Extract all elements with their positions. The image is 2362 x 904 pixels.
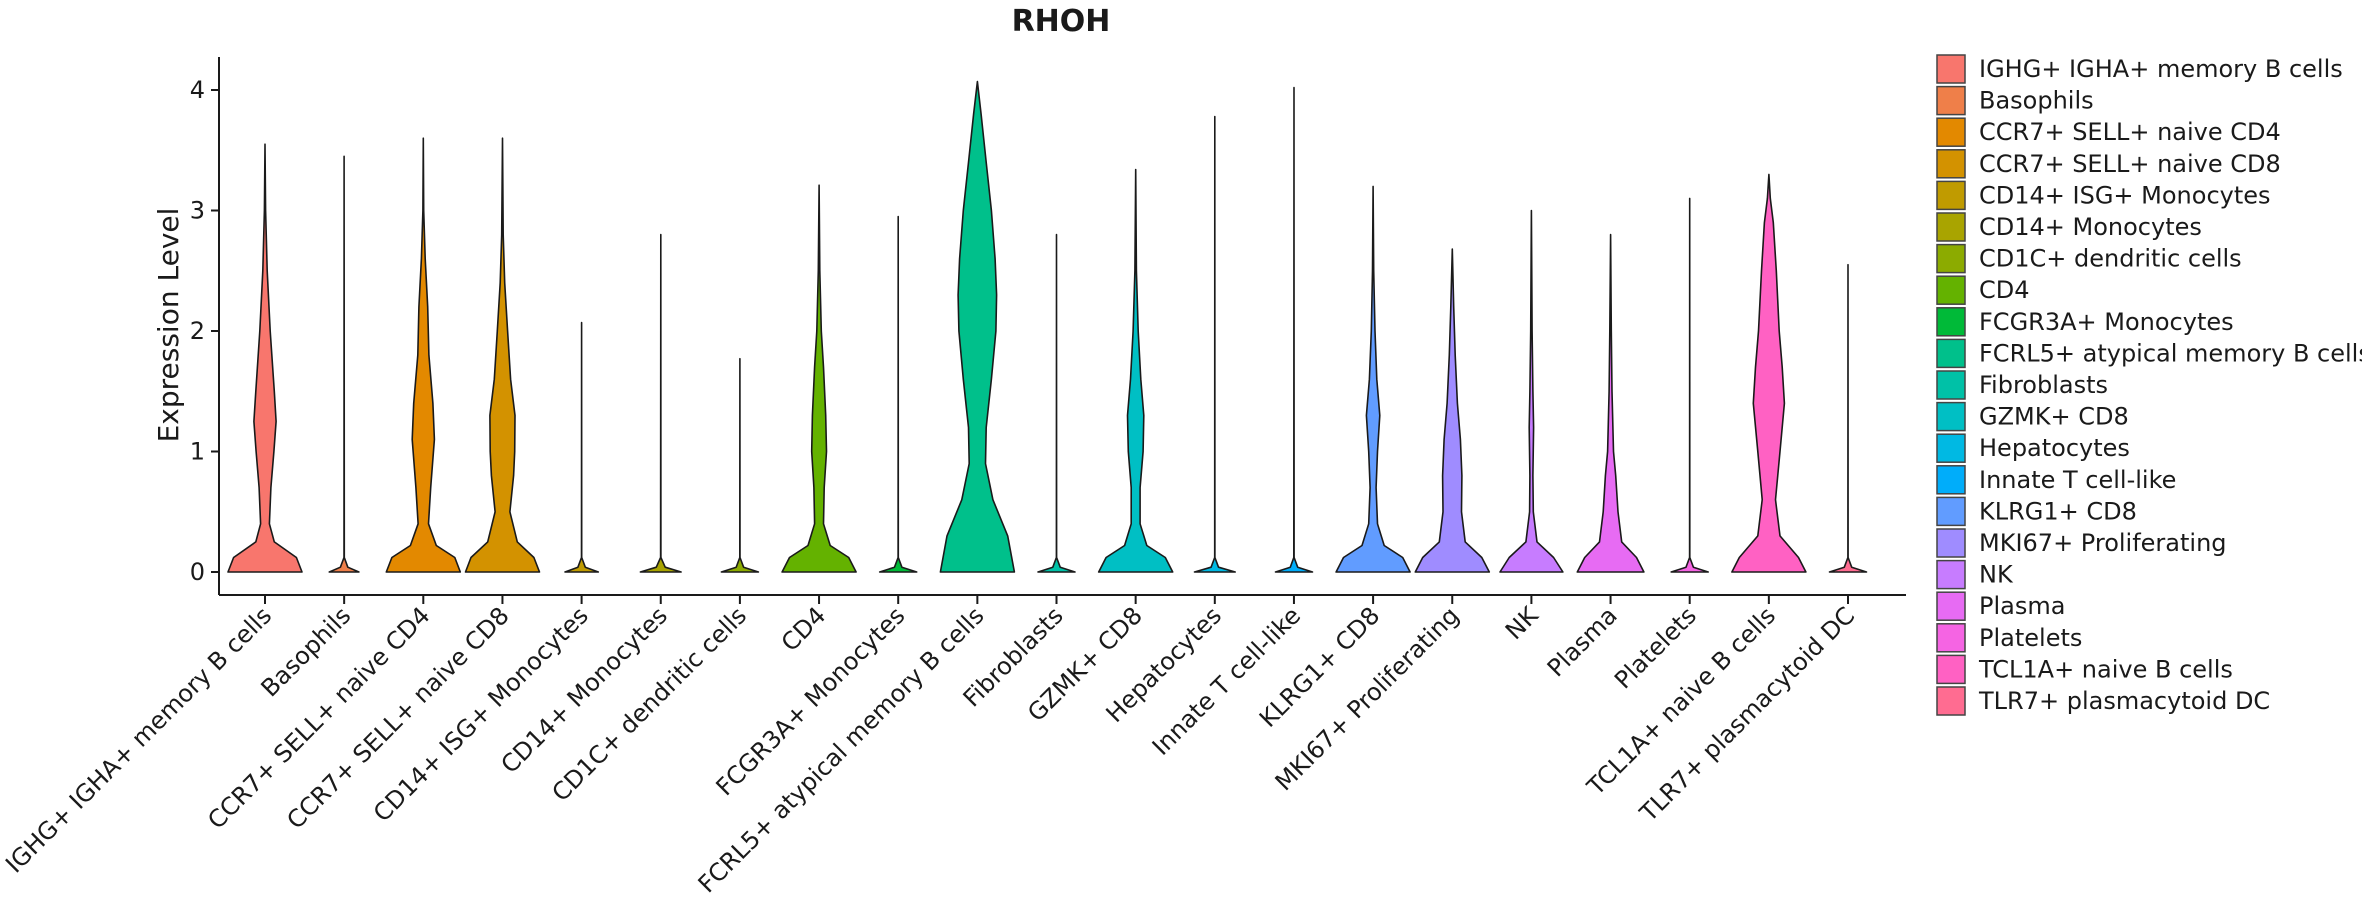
legend-swatch	[1936, 85, 1966, 116]
legend-swatch	[1936, 559, 1966, 590]
legend-swatch	[1936, 149, 1966, 179]
legend-label: KLRG1+ CD8	[1979, 497, 2137, 525]
legend-label: CCR7+ SELL+ naive CD8	[1979, 150, 2281, 178]
violin-8	[781, 184, 857, 573]
legend-swatch	[1936, 465, 1966, 495]
legend-swatch	[1936, 243, 1966, 274]
legend-swatch	[1936, 180, 1966, 211]
legend-swatch	[1936, 654, 1966, 685]
legend-swatch	[1936, 370, 1966, 400]
violin-5	[564, 321, 600, 573]
violin-6	[639, 233, 682, 573]
legend-swatch	[1936, 528, 1966, 558]
legend-label: CD4	[1979, 276, 2030, 304]
violin-7	[720, 357, 760, 573]
legend-label: Platelets	[1979, 624, 2082, 652]
legend-swatch	[1936, 307, 1966, 337]
violin-16	[1414, 248, 1491, 573]
legend-label: FCRL5+ atypical memory B cells	[1979, 339, 2362, 367]
violin-14	[1274, 86, 1314, 573]
violin-20	[1731, 173, 1807, 573]
legend-label: MKI67+ Proliferating	[1979, 529, 2227, 557]
legend-label: CD14+ Monocytes	[1979, 213, 2202, 241]
legend-label: IGHG+ IGHA+ memory B cells	[1979, 55, 2343, 83]
violin-13	[1193, 115, 1236, 573]
y-tick-label: 3	[190, 197, 205, 225]
violin-3	[385, 137, 462, 573]
y-tick-label: 1	[190, 438, 205, 466]
y-tick-label: 0	[190, 558, 205, 586]
legend-label: CD14+ ISG+ Monocytes	[1979, 181, 2271, 209]
violin-17	[1499, 209, 1564, 573]
legend-swatch	[1936, 401, 1966, 432]
legend-label: FCGR3A+ Monocytes	[1979, 308, 2234, 336]
legend-label: CD1C+ dendritic cells	[1979, 245, 2242, 273]
violin-12	[1097, 168, 1174, 573]
legend-label: TCL1A+ naive B cells	[1978, 655, 2233, 683]
legend-swatch	[1936, 54, 1966, 84]
violin-10	[939, 80, 1016, 573]
violin-1	[227, 143, 303, 573]
legend-label: Fibroblasts	[1979, 371, 2108, 399]
y-axis-title: Expression Level	[152, 208, 185, 443]
legend-swatch	[1936, 338, 1966, 369]
legend-swatch	[1936, 591, 1966, 621]
violin-4	[464, 137, 541, 573]
legend-label: Hepatocytes	[1979, 434, 2130, 462]
legend-swatch	[1936, 496, 1966, 527]
chart-title: RHOH	[1012, 4, 1111, 39]
y-tick-label: 2	[190, 317, 205, 345]
y-tick-label: 4	[190, 76, 205, 104]
violin-18	[1576, 233, 1645, 573]
legend-swatch	[1936, 275, 1966, 305]
legend-label: GZMK+ CD8	[1979, 403, 2129, 431]
legend-swatch	[1936, 623, 1966, 653]
legend-label: NK	[1979, 561, 2014, 589]
legend-label: Innate T cell-like	[1979, 466, 2176, 494]
legend-label: CCR7+ SELL+ naive CD4	[1979, 118, 2281, 146]
violin-19	[1670, 197, 1709, 573]
violin-9	[878, 215, 918, 573]
legend-swatch	[1936, 686, 1966, 716]
violin-21	[1828, 263, 1868, 573]
violin-15	[1335, 185, 1411, 573]
legend-label: Plasma	[1979, 592, 2065, 620]
legend-label: Basophils	[1979, 87, 2094, 115]
legend-swatch	[1936, 117, 1966, 147]
legend-swatch	[1936, 212, 1966, 242]
legend-label: TLR7+ plasmacytoid DC	[1978, 687, 2270, 715]
legend-swatch	[1936, 433, 1966, 463]
violin-11	[1037, 233, 1076, 573]
violin-2	[328, 155, 360, 573]
